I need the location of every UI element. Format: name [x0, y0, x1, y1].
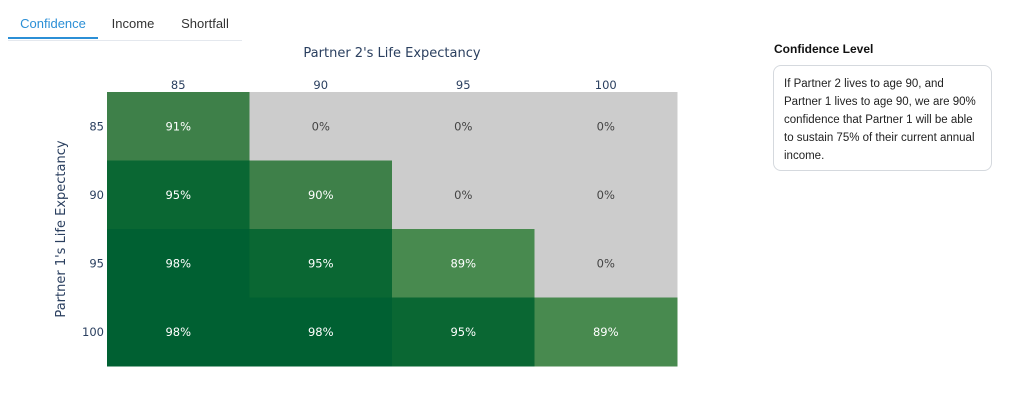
heatmap-cell [107, 160, 250, 230]
cell-value-label: 89% [593, 325, 619, 339]
chart-title: Partner 2's Life Expectancy [303, 46, 480, 61]
y-tick-label: 100 [82, 325, 104, 339]
y-tick-label: 85 [89, 119, 104, 133]
x-tick-label: 90 [313, 78, 328, 92]
cell-value-label: 98% [165, 325, 191, 339]
cell-value-label: 0% [597, 256, 615, 270]
cell-value-label: 98% [165, 256, 191, 270]
heatmap-cell [249, 92, 393, 161]
cell-value-label: 95% [165, 188, 191, 202]
tab-confidence[interactable]: Confidence [8, 8, 98, 39]
cell-value-label: 0% [454, 188, 472, 202]
tab-income[interactable]: Income [111, 16, 155, 31]
tab-bar: Confidence Income Shortfall [8, 8, 242, 41]
cell-value-label: 0% [312, 119, 330, 133]
confidence-info-text: If Partner 2 lives to age 90, and Partne… [784, 78, 976, 162]
y-tick-label: 95 [89, 256, 104, 270]
heatmap-cell [249, 229, 393, 298]
heatmap-cell [249, 160, 393, 230]
heatmap-cell [107, 297, 250, 367]
cell-value-label: 98% [308, 325, 334, 339]
cell-value-label: 91% [165, 119, 191, 133]
y-axis-label: Partner 1's Life Expectancy [54, 140, 69, 317]
x-tick-label: 100 [595, 78, 617, 92]
cell-value-label: 0% [454, 119, 472, 133]
heatmap-cell [534, 160, 678, 230]
heatmap-cell [107, 229, 250, 298]
heatmap-svg: 91% 0% 0% 0% 95% 90% 0% 0% 98% 95% 89% 0% 98% 98% 95% 8… [54, 46, 678, 367]
tab-shortfall[interactable]: Shortfall [181, 16, 229, 31]
heatmap-cell [534, 92, 678, 161]
heatmap-cell [534, 297, 678, 367]
x-tick-label: 95 [456, 78, 471, 92]
heatmap-cell [392, 160, 535, 230]
cell-value-label: 0% [597, 119, 615, 133]
cell-value-label: 95% [450, 325, 476, 339]
heatmap-cell [534, 229, 678, 298]
heatmap-cell [392, 297, 535, 367]
cell-value-label: 95% [308, 256, 334, 270]
y-tick-label: 90 [89, 188, 104, 202]
cell-value-label: 90% [308, 188, 334, 202]
heatmap-cell [392, 229, 535, 298]
heatmap-cell [249, 297, 393, 367]
heatmap-cell [107, 92, 250, 161]
heatmap-chart: 91% 0% 0% 0% 95% 90% 0% 0% 98% 95% 89% 0% 98% 98% 95% 8… [0, 40, 720, 380]
confidence-info-card: If Partner 2 lives to age 90, and Partne… [773, 65, 992, 171]
heatmap-cell [392, 92, 535, 161]
side-panel-title: Confidence Level [774, 42, 874, 56]
cell-value-label: 89% [450, 256, 476, 270]
x-tick-label: 85 [171, 78, 186, 92]
cell-value-label: 0% [597, 188, 615, 202]
